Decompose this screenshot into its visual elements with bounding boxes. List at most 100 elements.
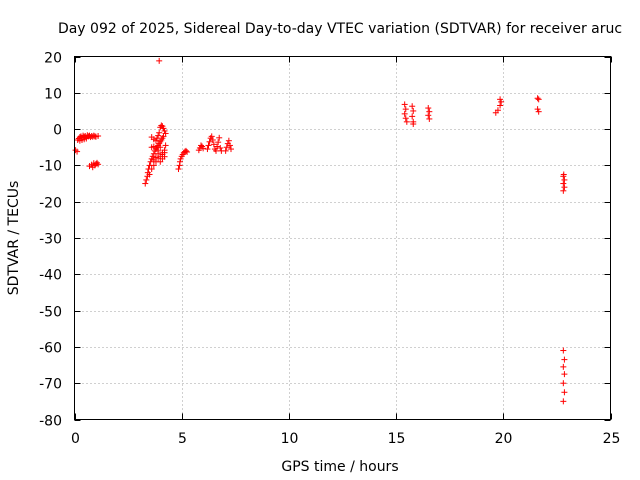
data-point <box>162 142 169 149</box>
y-tick-label: -30 <box>39 232 62 248</box>
x-tick-label: 15 <box>388 431 406 447</box>
data-point <box>94 159 101 166</box>
data-point <box>177 155 184 162</box>
data-point <box>216 134 223 141</box>
data-point <box>162 130 169 137</box>
data-point <box>155 150 162 157</box>
x-axis-label: GPS time / hours <box>281 459 398 475</box>
data-point <box>152 154 159 161</box>
data-point <box>204 146 211 153</box>
y-tick-label: -10 <box>39 159 62 175</box>
x-tick-labels: 0 5 10 15 20 25 <box>71 431 620 447</box>
data-point <box>228 146 235 153</box>
data-point <box>143 176 150 183</box>
data-point <box>561 371 568 378</box>
data-point <box>561 389 568 396</box>
data-point <box>560 347 567 354</box>
data-point <box>410 107 417 114</box>
grid-lines <box>74 56 611 420</box>
data-point <box>146 171 153 178</box>
data-point <box>184 148 191 155</box>
axis-ticks <box>74 56 612 421</box>
data-point <box>223 144 230 151</box>
data-point <box>535 96 542 103</box>
data-point <box>147 158 154 165</box>
data-points <box>72 57 568 405</box>
chart-title: Day 092 of 2025, Sidereal Day-to-day VTE… <box>58 21 622 37</box>
data-point <box>560 363 567 370</box>
data-point <box>401 101 408 108</box>
y-tick-labels: 20 10 0 -10 -20 -30 -40 -50 -60 -70 -80 <box>39 51 62 430</box>
data-point <box>160 125 167 132</box>
x-tick-label: 0 <box>71 431 80 447</box>
data-point <box>561 176 568 183</box>
y-tick-label: -70 <box>39 377 62 393</box>
data-point <box>560 380 567 387</box>
data-point <box>205 142 212 149</box>
data-point <box>498 98 505 105</box>
data-point <box>83 135 90 142</box>
data-point <box>217 144 224 151</box>
data-point <box>534 95 541 102</box>
data-point <box>152 137 159 144</box>
y-tick-label: -50 <box>39 305 62 321</box>
data-point <box>410 121 417 128</box>
data-point <box>150 162 157 169</box>
data-point <box>74 148 81 155</box>
data-point <box>182 147 189 154</box>
data-point <box>494 107 501 114</box>
data-point <box>175 166 182 173</box>
data-point <box>225 137 232 144</box>
data-point <box>560 180 567 187</box>
data-point <box>148 166 155 173</box>
y-axis-label: SDTVAR / TECUs <box>6 181 22 296</box>
data-point <box>535 108 542 115</box>
data-point <box>157 144 164 151</box>
data-point <box>72 147 79 154</box>
x-tick-label: 10 <box>281 431 299 447</box>
data-point <box>149 153 156 160</box>
data-point <box>409 113 416 120</box>
y-tick-label: 0 <box>53 123 62 139</box>
data-point <box>497 96 504 103</box>
data-point <box>161 153 168 160</box>
data-point <box>222 147 229 154</box>
data-point <box>208 133 215 140</box>
data-point <box>95 161 102 168</box>
data-point <box>142 180 149 187</box>
y-tick-label: 10 <box>44 87 62 103</box>
data-point <box>534 106 541 113</box>
data-point <box>215 139 222 146</box>
data-point <box>214 143 221 150</box>
x-tick-label: 25 <box>603 431 621 447</box>
data-point <box>213 147 220 154</box>
y-tick-label: -80 <box>39 414 62 430</box>
data-point <box>154 135 161 142</box>
y-tick-label: -40 <box>39 268 62 284</box>
data-point <box>403 118 410 125</box>
data-point <box>95 132 102 139</box>
data-point <box>209 136 216 143</box>
data-point <box>426 115 433 122</box>
data-point <box>206 138 213 145</box>
data-point <box>560 171 567 178</box>
data-point <box>156 57 163 64</box>
data-point <box>210 141 217 148</box>
data-point <box>226 142 233 149</box>
data-point <box>497 102 504 109</box>
y-tick-label: -20 <box>39 196 62 212</box>
data-point <box>426 108 433 115</box>
data-point <box>401 110 408 117</box>
x-tick-label: 20 <box>495 431 513 447</box>
data-point <box>161 127 168 134</box>
data-point <box>161 147 168 154</box>
data-point <box>155 132 162 139</box>
data-point <box>560 187 567 194</box>
y-tick-label: 20 <box>44 51 62 67</box>
x-tick-label: 5 <box>178 431 187 447</box>
data-point <box>560 398 567 405</box>
data-point <box>402 106 409 113</box>
y-tick-label: -60 <box>39 341 62 357</box>
data-point <box>409 103 416 110</box>
